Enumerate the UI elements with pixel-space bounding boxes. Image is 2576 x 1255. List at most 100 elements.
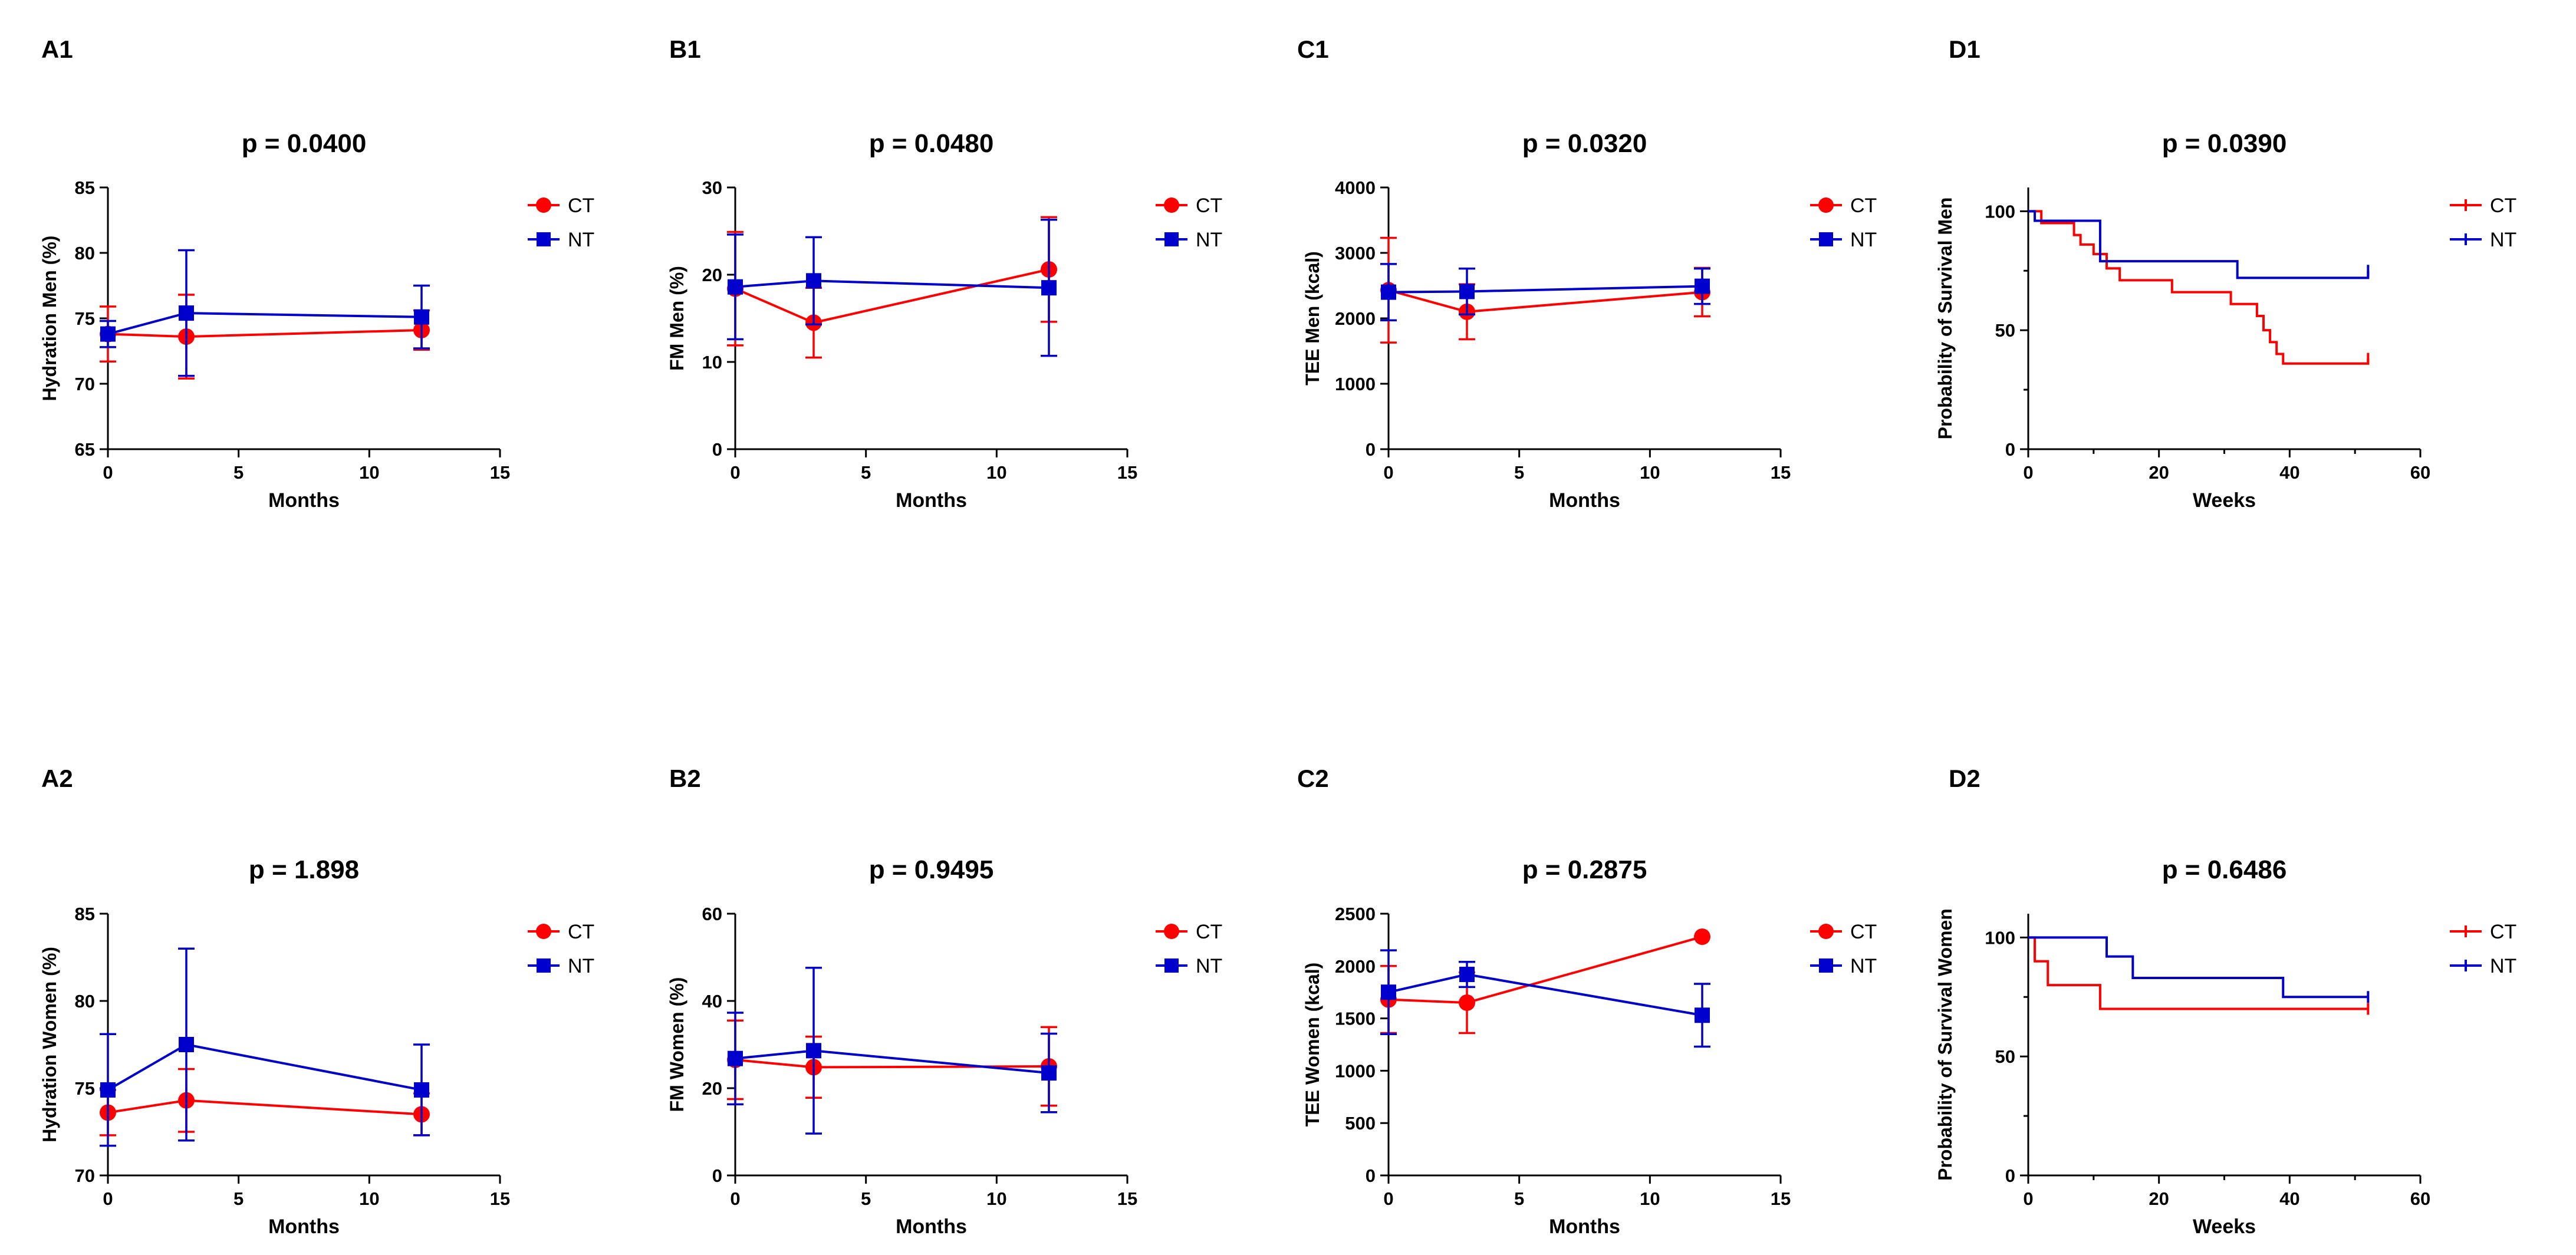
y-tick-label: 0 <box>1366 1165 1376 1186</box>
survival-curve-CT <box>2028 210 2370 365</box>
series-NT <box>2028 210 2370 279</box>
y-axis-label: TEE Women (kcal) <box>1302 963 1323 1127</box>
legend-label: NT <box>568 955 594 977</box>
x-tick-label: 15 <box>1771 462 1791 483</box>
y-tick-label: 0 <box>1366 439 1376 460</box>
series-line-NT <box>107 1043 422 1091</box>
y-axis-label: FM Men (%) <box>666 266 687 371</box>
x-tick-label: 0 <box>730 462 740 483</box>
legend-marker <box>1818 924 1834 939</box>
series-NT <box>1380 263 1710 322</box>
legend-label: CT <box>2490 195 2516 217</box>
x-axis-label: Months <box>1549 1216 1620 1238</box>
series-line-NT <box>735 279 1050 289</box>
y-tick-label: 50 <box>1995 320 2015 341</box>
y-tick-label: 1000 <box>1335 374 1376 394</box>
y-tick-label: 60 <box>702 904 722 924</box>
y-axis-label: Hydration Men (%) <box>39 236 60 401</box>
p-value-title: p = 0.9495 <box>869 855 994 884</box>
data-point-NT <box>1459 284 1475 299</box>
y-tick-label: 80 <box>75 243 95 263</box>
legend-label: NT <box>1850 229 1877 251</box>
x-tick-label: 20 <box>2149 462 2169 483</box>
panel-label: C1 <box>1297 35 1329 63</box>
data-point-NT <box>1041 280 1057 296</box>
series-CT <box>100 294 430 380</box>
panel-C1: C1 p = 0.0320 0 1000 2000 3000 4000 0 5 10 15 Month… <box>1297 35 1877 512</box>
x-tick-label: 0 <box>2023 462 2033 483</box>
x-tick-label: 10 <box>986 462 1006 483</box>
x-axis-label: Weeks <box>2193 489 2256 512</box>
legend-marker <box>1818 197 1834 213</box>
y-tick-label: 1500 <box>1335 1009 1376 1029</box>
x-tick-label: 5 <box>861 1188 871 1209</box>
x-tick-label: 0 <box>103 462 113 483</box>
y-tick-label: 70 <box>75 374 95 394</box>
y-tick-label: 4000 <box>1335 177 1376 198</box>
legend-marker <box>1164 924 1179 939</box>
data-point-NT <box>728 1050 743 1066</box>
legend-label: CT <box>1850 921 1877 943</box>
legend-label: NT <box>2490 229 2516 251</box>
x-tick-label: 15 <box>490 1188 510 1209</box>
y-tick-label: 70 <box>75 1165 95 1186</box>
y-axis-label: Hydration Women (%) <box>39 947 60 1142</box>
legend-entry-NT: NT <box>528 229 594 251</box>
legend-entry-NT: NT <box>2450 955 2516 977</box>
p-value-title: p = 0.6486 <box>2162 855 2287 884</box>
x-tick-label: 10 <box>359 462 379 483</box>
p-value-title: p = 0.0480 <box>869 129 994 158</box>
x-axis-label: Months <box>1549 489 1620 512</box>
series-line-CT <box>735 268 1050 324</box>
y-tick-label: 0 <box>712 1165 722 1186</box>
legend-entry-NT: NT <box>1156 955 1222 977</box>
legend-marker <box>537 232 551 246</box>
x-tick-label: 0 <box>103 1188 113 1209</box>
series-NT <box>727 967 1057 1135</box>
series-CT <box>2028 210 2370 365</box>
legend-marker <box>536 197 551 213</box>
data-point-CT <box>1694 928 1710 946</box>
data-point-NT <box>100 1082 116 1098</box>
y-tick-label: 75 <box>75 308 95 329</box>
x-axis-label: Months <box>268 1216 340 1238</box>
legend-entry-CT: CT <box>1156 921 1222 943</box>
y-tick-label: 0 <box>2005 1165 2015 1186</box>
x-axis-label: Months <box>896 1216 967 1238</box>
y-tick-label: 0 <box>2005 439 2015 460</box>
y-tick-label: 50 <box>1995 1046 2015 1067</box>
data-point-NT <box>179 1037 194 1052</box>
panel-label: B2 <box>669 765 701 792</box>
series-NT <box>1380 949 1710 1048</box>
panel-B1: B1 p = 0.0480 0 10 20 30 0 5 10 15 Months FM Men (%… <box>666 35 1222 512</box>
panel-D2: D2 p = 0.6486 0 50 100 0 20 40 60 Weeks Probabilit… <box>1935 765 2516 1238</box>
legend-marker <box>1819 958 1833 973</box>
data-point-NT <box>1695 278 1710 294</box>
data-point-NT <box>100 326 116 342</box>
x-tick-label: 0 <box>2023 1188 2033 1209</box>
data-point-CT <box>1459 994 1475 1011</box>
x-tick-label: 60 <box>2410 1188 2430 1209</box>
data-point-NT <box>1381 284 1396 300</box>
series-CT <box>100 1068 430 1137</box>
data-point-NT <box>1381 984 1396 1000</box>
legend-entry-NT: NT <box>1810 229 1877 251</box>
y-tick-label: 100 <box>1985 201 2015 222</box>
series-line-CT <box>1388 936 1703 1004</box>
y-tick-label: 500 <box>1345 1113 1376 1134</box>
x-tick-label: 15 <box>490 462 510 483</box>
x-tick-label: 10 <box>359 1188 379 1209</box>
legend-label: NT <box>568 229 594 251</box>
legend-entry-CT: CT <box>1810 195 1877 217</box>
legend-marker <box>536 924 551 939</box>
x-tick-label: 60 <box>2410 462 2430 483</box>
panel-D1: D1 p = 0.0390 0 50 100 0 20 40 60 Weeks Probabilit… <box>1935 35 2516 512</box>
x-tick-label: 5 <box>1514 462 1524 483</box>
survival-curve-NT <box>2028 936 2368 999</box>
series-line-NT <box>1388 285 1703 294</box>
y-tick-label: 3000 <box>1335 243 1376 263</box>
legend-marker <box>1164 958 1179 973</box>
legend-entry-CT: CT <box>1810 921 1877 943</box>
panel-label: B1 <box>669 35 701 63</box>
